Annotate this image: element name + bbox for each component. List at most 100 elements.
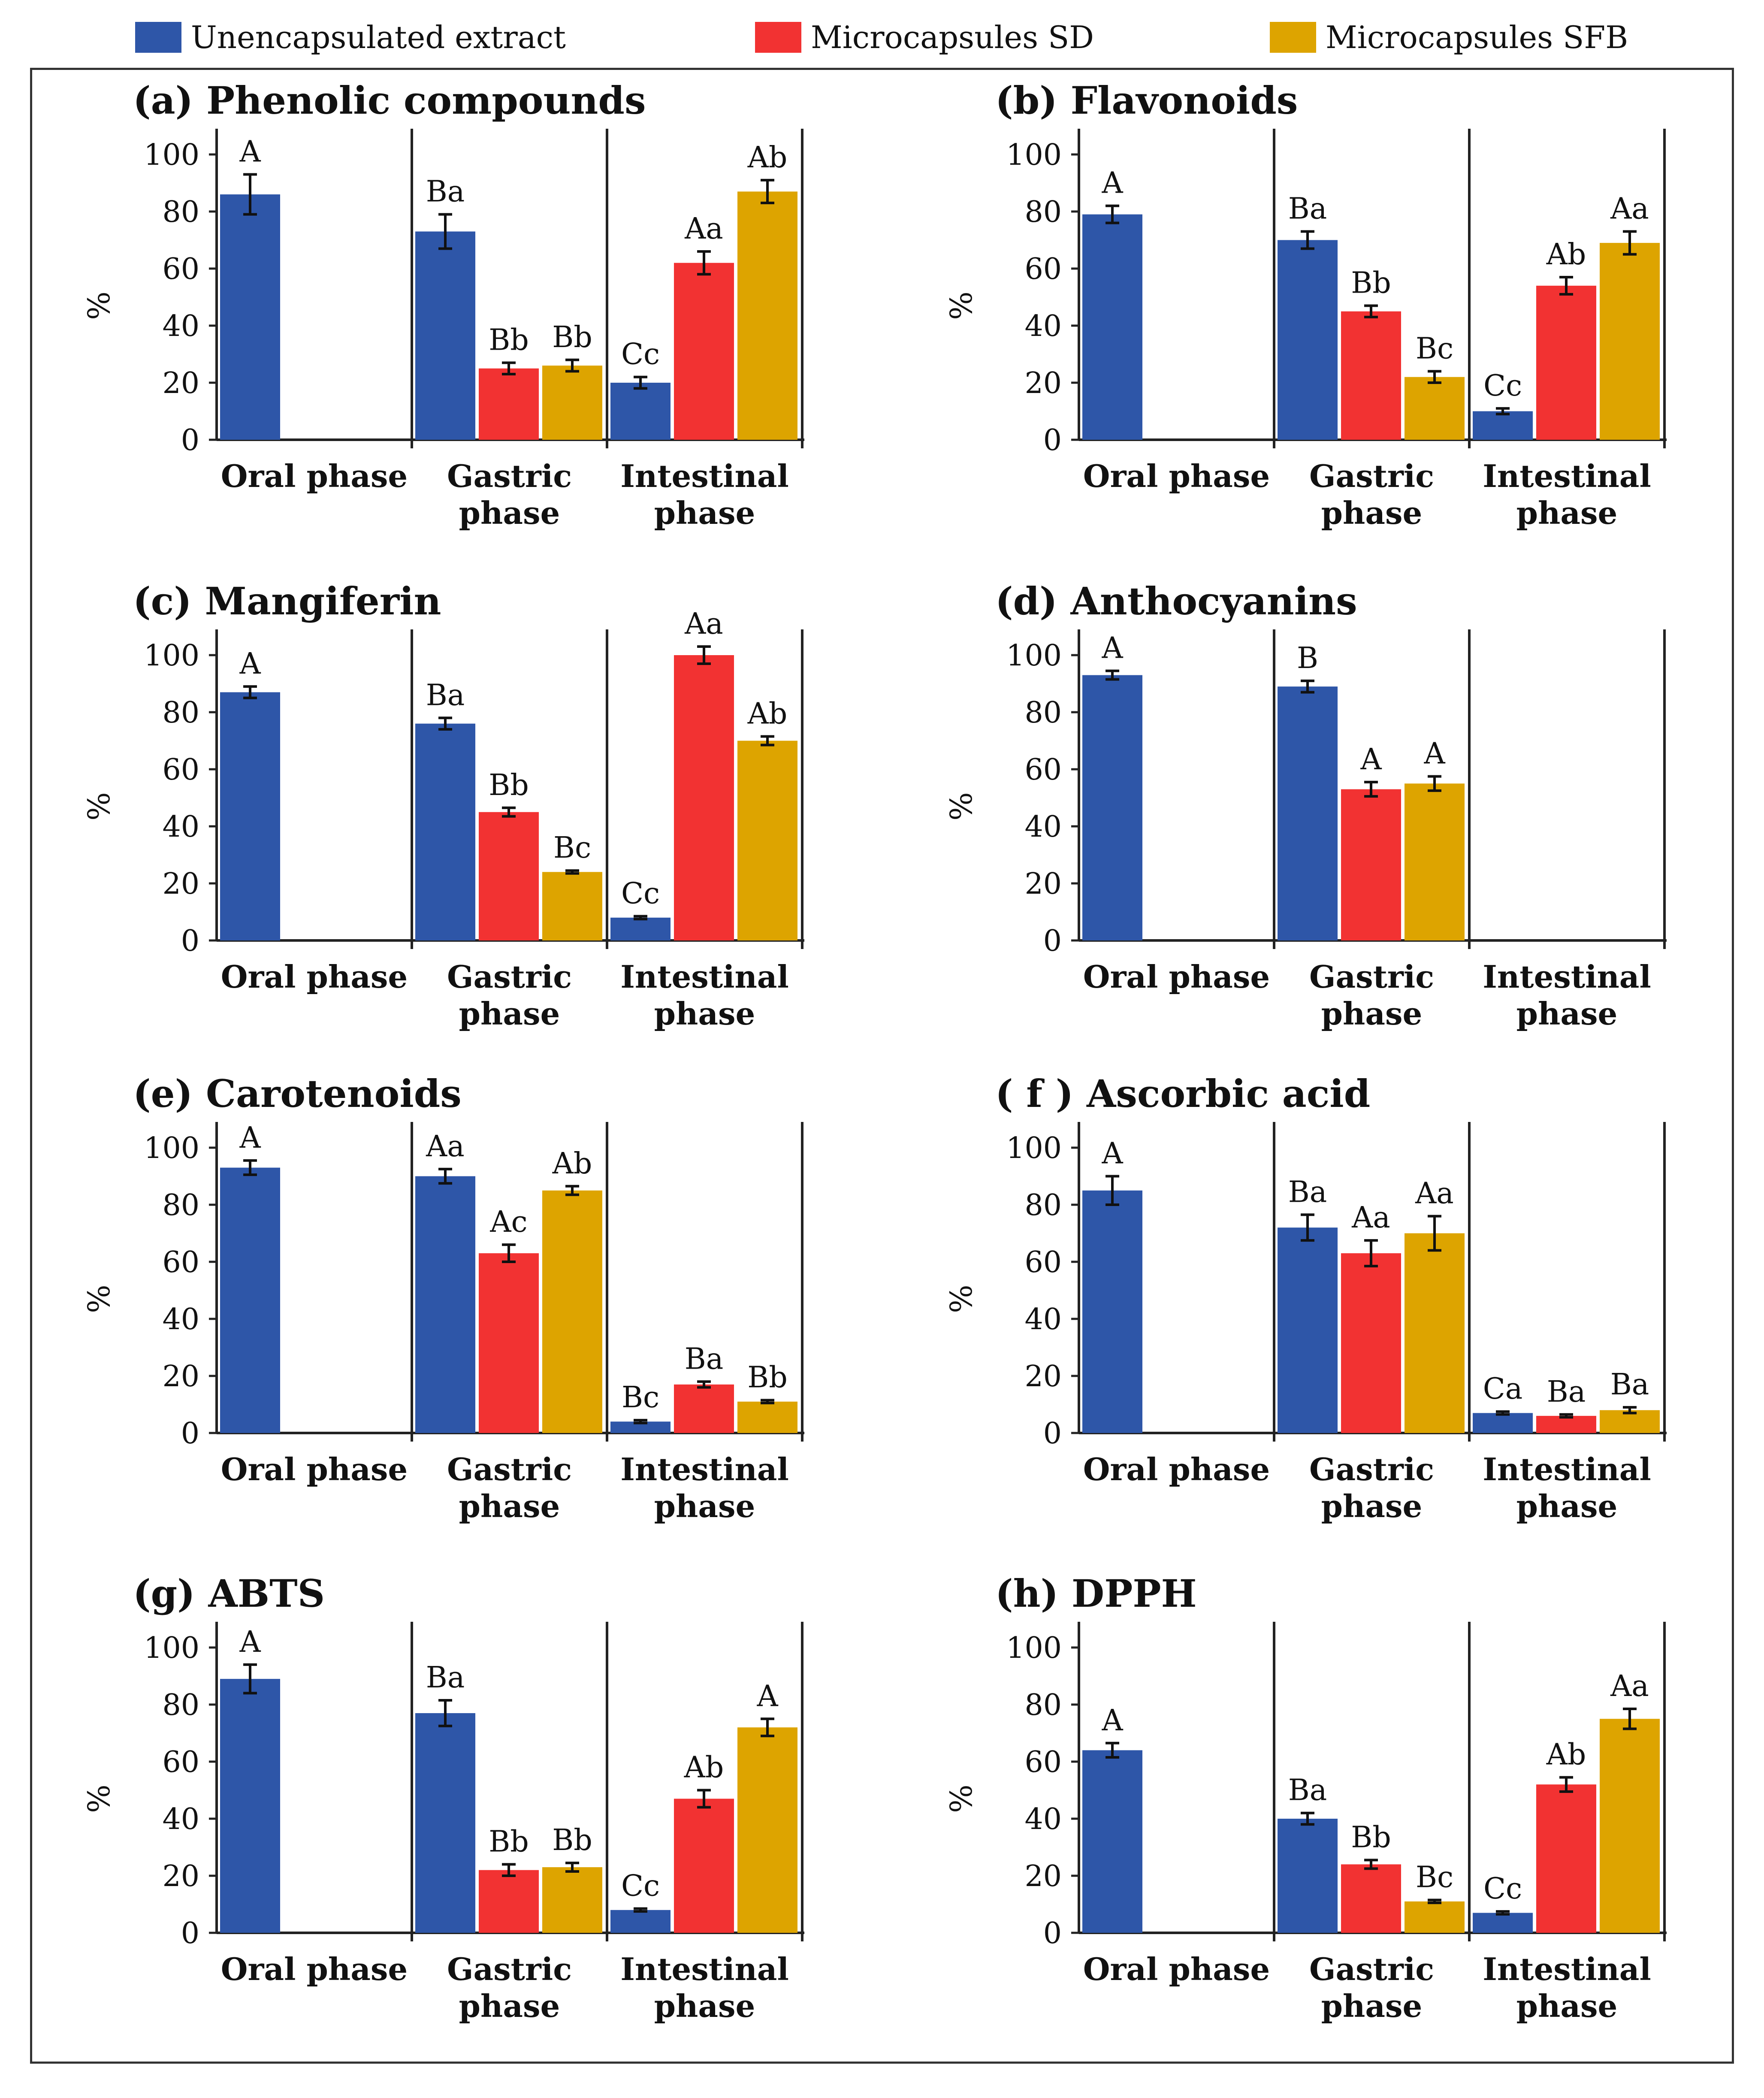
- chart-title-6: ( f ) Ascorbic acid: [995, 1071, 1370, 1116]
- data-label: A: [756, 1679, 778, 1713]
- chart-panel-5: (e) Carotenoids% 0 20 40 60 80 100 Oral phase Ga…: [82, 1071, 804, 1524]
- data-label: A: [239, 1121, 261, 1155]
- chart-panel-1: (a) Phenolic compounds% 0 20 40 60 80 100 Oral …: [82, 78, 804, 531]
- category-label: Oral phase: [221, 1451, 408, 1487]
- legend-item-unencapsulated: Unencapsulated extract: [135, 18, 566, 57]
- bar-unencapsulated-1: [1278, 686, 1338, 940]
- y-tick-label: 60: [162, 1245, 199, 1279]
- y-tick-label: 40: [1024, 1303, 1062, 1336]
- y-tick-label: 20: [1024, 1859, 1062, 1893]
- y-tick-label: 80: [162, 1688, 199, 1722]
- data-label: Bb: [1351, 266, 1391, 300]
- y-tick-label: 100: [1006, 639, 1062, 673]
- legend-label-sd: Microcapsules SD: [811, 19, 1094, 55]
- y-tick-label: 20: [162, 366, 199, 400]
- data-label: Bc: [1416, 1861, 1453, 1895]
- data-label: Cc: [621, 338, 660, 372]
- bar-sfb-1: [542, 1190, 602, 1433]
- bar-sfb-1: [542, 366, 602, 440]
- y-tick-label: 0: [1043, 1417, 1062, 1451]
- bar-sd-2: [674, 655, 734, 940]
- y-axis-label-6: %: [944, 1285, 979, 1313]
- y-tick-label: 60: [162, 1745, 199, 1779]
- y-tick-label: 40: [162, 810, 199, 844]
- data-label: Aa: [1415, 1177, 1454, 1211]
- bar-unencapsulated-2: [1473, 1913, 1533, 1933]
- y-axis-label-3: %: [82, 792, 117, 821]
- y-tick-label: 20: [162, 1859, 199, 1893]
- data-label: Ca: [1483, 1372, 1523, 1406]
- legend-label-unencapsulated: Unencapsulated extract: [191, 19, 566, 55]
- data-label: Cc: [1483, 1872, 1522, 1906]
- y-tick-label: 0: [1043, 1917, 1062, 1950]
- category-label: Intestinal phase: [1483, 1951, 1651, 2024]
- data-label: Ab: [747, 697, 788, 731]
- data-label: Bb: [489, 323, 529, 357]
- bar-sd-2: [1536, 285, 1596, 440]
- y-axis-label-7: %: [82, 1784, 117, 1813]
- bar-sfb-1: [1405, 1233, 1465, 1433]
- bar-unencapsulated-1: [1278, 1227, 1338, 1433]
- data-label: Aa: [426, 1130, 465, 1164]
- bar-sfb-1: [1405, 783, 1465, 940]
- bar-unencapsulated-1: [415, 1176, 475, 1433]
- data-label: A: [239, 135, 261, 169]
- data-label: Ba: [685, 1342, 724, 1376]
- data-label: Bb: [552, 320, 592, 354]
- y-tick-label: 20: [1024, 366, 1062, 400]
- chart-panel-6: ( f ) Ascorbic acid% 0 20 40 60 80 100 Oral pha…: [944, 1071, 1667, 1524]
- bar-unencapsulated-1: [415, 231, 475, 440]
- bar-sd-1: [479, 1253, 539, 1433]
- chart-panel-3: (c) Mangiferin% 0 20 40 60 80 100 Oral phase Gas…: [82, 579, 804, 1032]
- legend-swatch-sfb: [1270, 22, 1316, 53]
- data-label: A: [1101, 632, 1123, 665]
- data-label: Ba: [426, 1661, 465, 1695]
- chart-panel-4: (d) Anthocyanins% 0 20 40 60 80 100 Oral phase G…: [944, 579, 1667, 1032]
- bar-unencapsulated-2: [610, 917, 671, 940]
- chart-title-3: (c) Mangiferin: [133, 579, 441, 623]
- data-label: Cc: [621, 1869, 660, 1903]
- bar-unencapsulated-0: [220, 1679, 280, 1933]
- category-label: Gastric phase: [1309, 958, 1434, 1032]
- category-label: Gastric phase: [1309, 458, 1434, 531]
- y-tick-label: 20: [1024, 1360, 1062, 1394]
- data-label: Bb: [747, 1361, 788, 1395]
- bar-sfb-1: [1405, 377, 1465, 440]
- y-tick-label: 20: [162, 1360, 199, 1394]
- y-tick-label: 100: [144, 138, 199, 172]
- data-label: Bc: [1416, 332, 1453, 366]
- chart-title-1: (a) Phenolic compounds: [133, 78, 646, 123]
- legend-item-sfb: Microcapsules SFB: [1270, 18, 1628, 57]
- bar-sfb-2: [737, 741, 797, 940]
- data-label: Ab: [684, 1751, 724, 1785]
- bar-sd-2: [674, 1384, 734, 1433]
- data-label: Ba: [1547, 1375, 1586, 1409]
- data-label: Ba: [1288, 1175, 1327, 1209]
- bar-sd-1: [479, 368, 539, 440]
- data-label: A: [1101, 166, 1123, 200]
- category-label: Intestinal phase: [620, 458, 789, 531]
- data-label: Bb: [552, 1823, 592, 1857]
- data-label: A: [1360, 743, 1382, 777]
- category-label: Oral phase: [1083, 1951, 1270, 1987]
- chart-title-7: (g) ABTS: [133, 1571, 325, 1616]
- bar-unencapsulated-0: [220, 692, 280, 940]
- bar-sfb-2: [737, 191, 797, 440]
- bar-unencapsulated-2: [1473, 1413, 1533, 1433]
- bar-unencapsulated-2: [1473, 411, 1533, 440]
- category-label: Gastric phase: [447, 458, 572, 531]
- legend-label-sfb: Microcapsules SFB: [1326, 19, 1628, 55]
- y-tick-label: 100: [1006, 1131, 1062, 1165]
- bar-unencapsulated-1: [415, 723, 475, 940]
- y-tick-label: 40: [1024, 1802, 1062, 1836]
- data-label: Ba: [1288, 1774, 1327, 1808]
- y-tick-label: 20: [162, 867, 199, 901]
- data-label: Bc: [622, 1381, 659, 1415]
- y-tick-label: 60: [1024, 753, 1062, 787]
- category-label: Intestinal phase: [1483, 1451, 1651, 1524]
- y-tick-label: 40: [162, 1802, 199, 1836]
- bar-unencapsulated-0: [220, 1167, 280, 1433]
- category-label: Gastric phase: [447, 1951, 572, 2024]
- data-label: A: [1423, 737, 1445, 771]
